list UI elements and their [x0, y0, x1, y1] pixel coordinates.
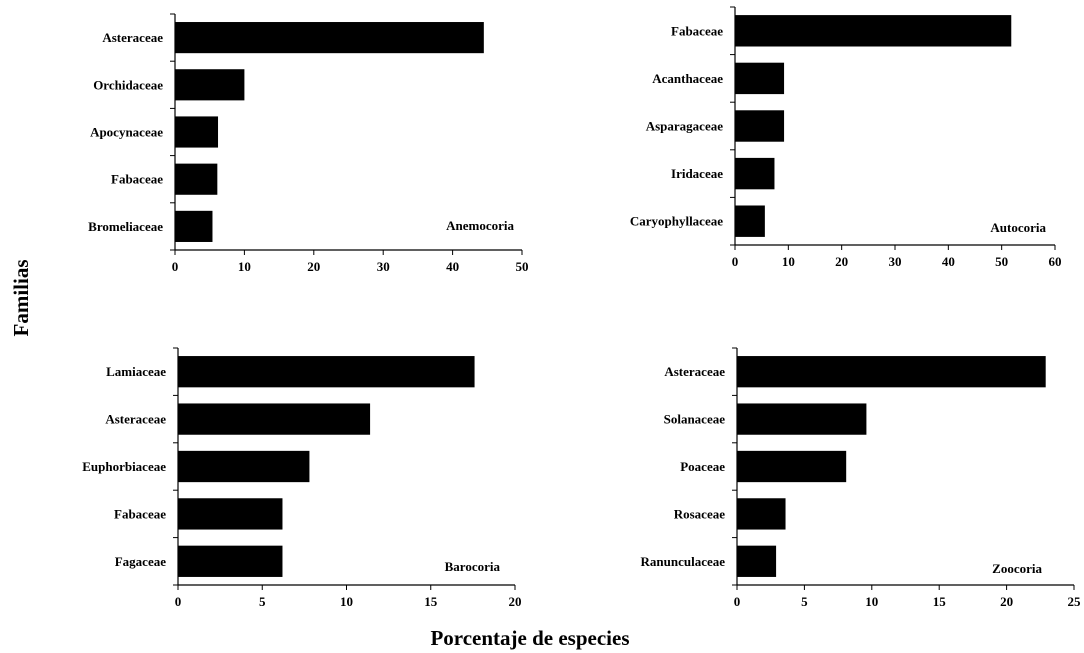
panel-label: Barocoria	[445, 559, 501, 574]
x-tick-label: 10	[238, 259, 251, 274]
bar	[178, 403, 371, 435]
x-tick-label: 50	[516, 259, 529, 274]
x-tick-label: 40	[446, 259, 459, 274]
category-label: Lamiaceae	[106, 364, 166, 379]
category-label: Poaceae	[680, 459, 725, 474]
bar	[735, 205, 765, 237]
bar	[735, 62, 785, 95]
x-tick-label: 15	[933, 594, 947, 609]
bar	[175, 116, 219, 148]
bar	[175, 163, 218, 195]
bar	[175, 69, 245, 101]
x-tick-label: 20	[835, 254, 848, 269]
bar	[178, 498, 283, 530]
category-label: Caryophyllaceae	[630, 214, 723, 229]
bar	[735, 110, 785, 142]
bar	[735, 15, 1012, 47]
bar	[175, 22, 484, 54]
bar	[737, 356, 1046, 388]
panel-label: Zoocoria	[992, 561, 1042, 576]
panel-zoocoria: Asteraceae Solanaceae Poaceae Rosaceae Ranun…	[641, 347, 1082, 609]
x-tick-label: 0	[172, 259, 179, 274]
x-axis-title: Porcentaje de especies	[430, 626, 629, 650]
x-tick-label: 30	[889, 254, 902, 269]
x-tick-label: 5	[801, 594, 808, 609]
category-label: Iridaceae	[671, 166, 723, 181]
x-tick-label: 20	[1000, 594, 1013, 609]
bar	[737, 545, 777, 577]
category-label: Ranunculaceae	[641, 554, 726, 569]
category-label: Rosaceae	[674, 506, 725, 521]
category-label: Bromeliaceae	[88, 219, 163, 234]
category-label: Euphorbiaceae	[82, 459, 166, 474]
x-tick-label: 10	[865, 594, 878, 609]
category-label: Solanaceae	[664, 412, 726, 427]
panel-anemocoria: Asteraceae Orchidaceae Apocynaceae Fabaceae…	[88, 13, 529, 274]
bar	[178, 545, 283, 577]
x-tick-label: 40	[942, 254, 955, 269]
category-label: Fabaceae	[111, 172, 163, 187]
bar	[178, 450, 310, 483]
category-label: Orchidaceae	[93, 77, 163, 92]
category-label: Asparagaceae	[646, 119, 723, 134]
x-tick-label: 10	[340, 594, 353, 609]
category-label: Acanthaceae	[652, 71, 723, 86]
bar	[175, 210, 213, 242]
category-label: Apocynaceae	[90, 125, 163, 140]
x-tick-label: 0	[734, 594, 741, 609]
bar	[737, 403, 867, 435]
bar	[737, 498, 786, 530]
x-tick-label: 5	[259, 594, 266, 609]
panel-barocoria: Lamiaceae Asteraceae Euphorbiaceae Fabaceae…	[82, 347, 522, 609]
x-tick-label: 20	[509, 594, 522, 609]
panel-label: Anemocoria	[446, 218, 514, 233]
panel-label: Autocoria	[990, 220, 1046, 235]
bar	[737, 450, 847, 483]
x-tick-label: 20	[307, 259, 320, 274]
category-label: Fabaceae	[114, 506, 166, 521]
x-tick-label: 25	[1068, 594, 1082, 609]
y-axis-title: Familias	[9, 260, 33, 337]
panel-autocoria: Fabaceae Acanthaceae Asparagaceae Iridaceae…	[630, 6, 1062, 269]
x-tick-label: 0	[175, 594, 182, 609]
category-label: Fagaceae	[115, 554, 166, 569]
x-tick-label: 0	[732, 254, 739, 269]
bar	[735, 157, 775, 190]
category-label: Asteraceae	[102, 30, 163, 45]
x-tick-label: 30	[377, 259, 390, 274]
x-tick-label: 50	[995, 254, 1008, 269]
x-tick-label: 15	[424, 594, 438, 609]
bar	[178, 356, 475, 388]
category-label: Asteraceae	[664, 364, 725, 379]
category-label: Asteraceae	[105, 412, 166, 427]
category-label: Fabaceae	[671, 23, 723, 38]
x-tick-label: 10	[782, 254, 795, 269]
x-tick-label: 60	[1049, 254, 1062, 269]
